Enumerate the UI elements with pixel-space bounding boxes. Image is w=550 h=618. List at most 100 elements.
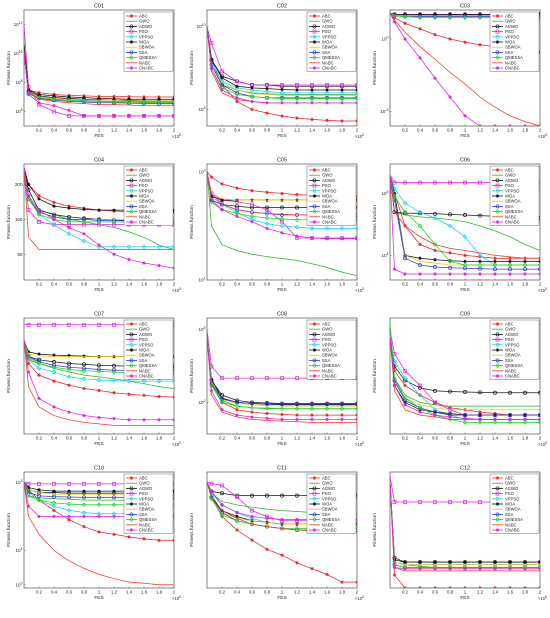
legend-entry: GWO [322, 327, 333, 332]
ssa-marker [495, 50, 500, 55]
woa-marker [463, 560, 467, 564]
cnabc-marker [220, 408, 224, 412]
woa-marker [112, 208, 116, 212]
abc-marker [52, 379, 56, 383]
legend-entry: QMESSA [322, 517, 340, 522]
qmessa-marker [111, 219, 117, 225]
x-tick-label: 1.4 [492, 282, 499, 287]
x-tick-label: 0.8 [447, 282, 454, 287]
abc-marker [310, 566, 314, 571]
y-tick-label: 101 [15, 547, 22, 553]
vppso-marker [477, 562, 483, 567]
x-tick-label: 0.4 [51, 436, 58, 441]
ssa-marker [112, 495, 116, 500]
legend: ABCGWOAGWOPSOVPPSOWOASBWOASSAQMESSANABCC… [489, 319, 540, 380]
cnabc-marker [310, 101, 314, 105]
legend-entry: QMESSA [505, 55, 523, 60]
chart-panel-c08: C08 0.2 0.4 0.6 0.8 1 1.2 1.4 1.6 1.8 2 FES ×105 105 1… [183, 308, 366, 462]
vppso-marker [417, 209, 423, 215]
cnabc-marker [235, 510, 239, 515]
x-tick-label: 2 [356, 590, 359, 595]
x-axis-label: FES [277, 441, 286, 447]
pso-marker [220, 483, 224, 488]
qmessa-marker [26, 196, 31, 202]
legend-entry: NABC [139, 60, 151, 65]
x-tick-label: 1.8 [522, 436, 529, 441]
vppso-marker [447, 562, 453, 567]
woa-marker [538, 259, 540, 264]
qmessa-marker [66, 219, 72, 225]
x-tick-label: 0.6 [249, 590, 256, 595]
cnabc-marker [157, 263, 161, 268]
agwo-marker [265, 493, 269, 498]
abc-marker [392, 369, 397, 373]
y-tick-labels: 100 10-5 [380, 36, 392, 114]
x-axis-label: FES [94, 287, 103, 293]
abc-marker [82, 94, 86, 98]
x-tick-label: 0.2 [36, 128, 43, 133]
legend-entry: SBWOA [139, 45, 155, 50]
vppso-marker [294, 90, 300, 96]
ssa-marker [418, 263, 422, 267]
x-tick-label: 2 [356, 282, 359, 287]
woa-marker [112, 489, 116, 493]
agwo-marker [478, 213, 482, 218]
pso-marker [403, 368, 407, 373]
cnabc-marker [538, 567, 540, 571]
vppso-marker [279, 223, 285, 229]
woa-marker [250, 86, 254, 90]
cnabc-marker [493, 124, 497, 126]
x-axis-exponent: ×105 [538, 133, 547, 139]
abc-marker [52, 508, 56, 513]
vppso-marker [111, 99, 117, 104]
legend-entry: QMESSA [139, 209, 157, 214]
y-tick-label: 1010 [197, 23, 206, 29]
woa-marker [67, 206, 71, 210]
qmessa-marker [417, 223, 423, 229]
pso-marker [495, 29, 500, 34]
x-tick-label: 1.8 [339, 436, 346, 441]
legend-entry: WOA [139, 502, 149, 507]
abc-marker [265, 111, 269, 115]
legend-entry: PSO [505, 29, 515, 34]
series-line-nabc [390, 174, 540, 259]
ssa-marker [478, 14, 482, 19]
series-line-nabc [24, 167, 174, 250]
qmessa-marker [294, 406, 300, 412]
abc-marker [508, 586, 512, 588]
woa-marker [280, 403, 284, 407]
legend-entry: PSO [322, 29, 332, 34]
legend-entry: PSO [139, 29, 149, 34]
chart-title: C08 [277, 312, 287, 318]
ssa-marker [265, 401, 269, 406]
x-tick-label: 1.2 [111, 436, 118, 441]
qmessa-marker [249, 94, 255, 99]
legend-entry: AGWO [322, 486, 336, 491]
ssa-marker [250, 401, 254, 406]
agwo-marker [112, 363, 116, 368]
legend-entry: WOA [322, 194, 332, 199]
woa-marker [67, 489, 71, 493]
series-line-qmessa [390, 174, 540, 266]
cnabc-marker [129, 66, 134, 70]
abc-marker [127, 94, 131, 99]
chart-c12: C12 0.2 0.4 0.6 0.8 1 1.2 1.4 1.6 1.8 2 FES ×105 Fitn… [372, 466, 547, 602]
qmessa-marker [495, 363, 500, 368]
cnabc-marker [280, 231, 284, 235]
woa-marker [340, 88, 344, 92]
legend-entry: NABC [322, 214, 334, 219]
agwo-marker [312, 486, 317, 491]
cnabc-marker [392, 267, 397, 271]
x-tick-label: 1.4 [309, 436, 316, 441]
vppso-marker [279, 90, 285, 96]
pso-marker [495, 183, 500, 188]
pso-marker [295, 376, 299, 380]
woa-marker [67, 353, 71, 358]
x-tick-label: 0.2 [402, 282, 409, 287]
pso-marker [265, 207, 269, 212]
legend: ABCGWOAGWOPSOVPPSOWOASBWOASSAQMESSANABCC… [489, 11, 540, 72]
vppso-marker [294, 521, 300, 527]
cnabc-marker [82, 514, 86, 519]
cnabc-marker [97, 514, 101, 519]
qmessa-marker [402, 395, 408, 401]
